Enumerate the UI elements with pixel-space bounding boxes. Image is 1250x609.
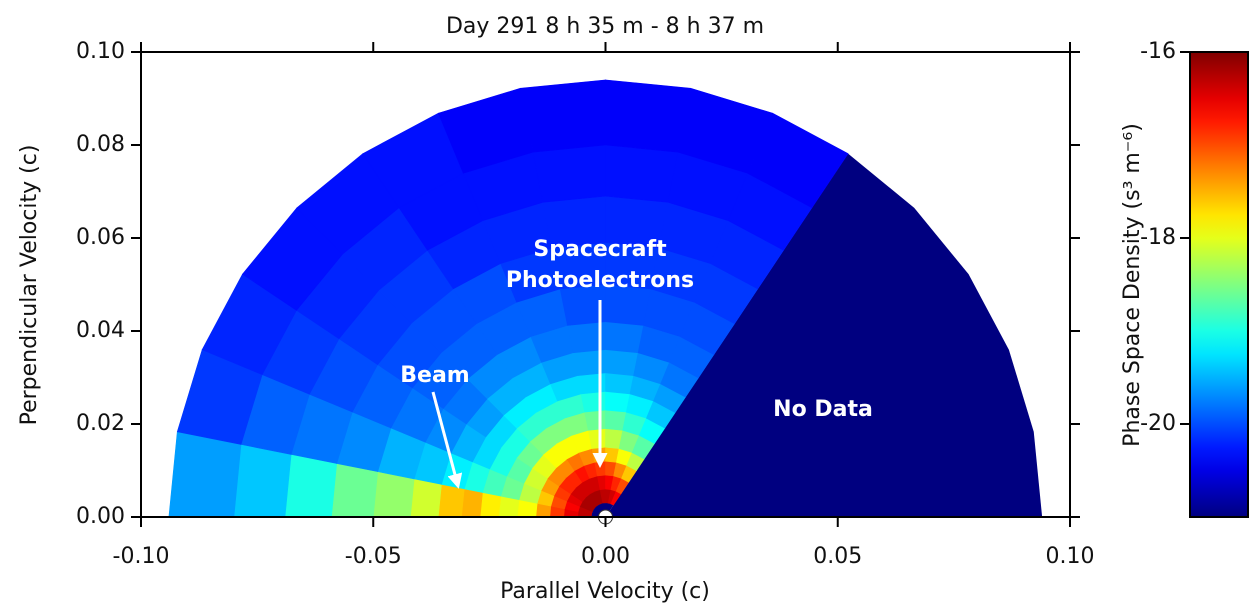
chart-title: Day 291 8 h 35 m - 8 h 37 m [446, 14, 764, 39]
cell [410, 478, 442, 518]
annotation: Spacecraft [533, 237, 667, 262]
overlay: Spacecraft Photoelectrons Beam No Data [400, 237, 873, 525]
x-axis-label: Parallel Velocity (c) [500, 579, 710, 604]
cell [584, 409, 606, 431]
no-data-region [605, 153, 1043, 517]
y-tick-label: 0.00 [76, 504, 125, 529]
cell [605, 79, 692, 153]
cell [605, 372, 634, 395]
y-axis-label: Perpendicular Velocity (c) [17, 145, 42, 426]
arrow [431, 391, 463, 489]
heatmap [168, 79, 1043, 518]
cell [532, 144, 606, 203]
cell [605, 349, 639, 376]
y-tick-label: 0.06 [76, 225, 125, 250]
y-tick-label: 0.02 [76, 411, 125, 436]
x-tick-label: 0.10 [1046, 544, 1095, 569]
cell [605, 144, 679, 203]
colorbar [1189, 51, 1249, 518]
cell [479, 492, 502, 518]
x-tick-label: 0.00 [581, 544, 630, 569]
colorbar-tick-label: -16 [1140, 39, 1176, 64]
x-tick-label: 0.05 [813, 544, 862, 569]
cell [437, 483, 465, 518]
annotation: Photoelectrons [506, 268, 694, 293]
y-tick-label: 0.10 [76, 39, 125, 64]
colorbar-tick-label: -18 [1140, 225, 1176, 250]
annotation: Beam [400, 363, 469, 388]
x-tick-label: -0.10 [113, 544, 170, 569]
cell [747, 112, 849, 209]
cell [519, 79, 606, 153]
x-tick-label: -0.05 [345, 544, 402, 569]
y-tick-label: 0.08 [76, 132, 125, 157]
cell [331, 463, 379, 518]
colorbar-tick-label: -20 [1140, 411, 1176, 436]
cell [461, 488, 483, 518]
cell [605, 321, 644, 354]
cell [168, 431, 242, 518]
annotation: No Data [773, 397, 873, 422]
cell [580, 391, 606, 413]
cell [233, 444, 292, 518]
cell [372, 471, 415, 518]
colorbar-label: Phase Space Density (s³ m⁻⁶) [1120, 123, 1145, 447]
cell [284, 454, 338, 518]
cell [605, 391, 631, 413]
y-tick-label: 0.04 [76, 318, 125, 343]
